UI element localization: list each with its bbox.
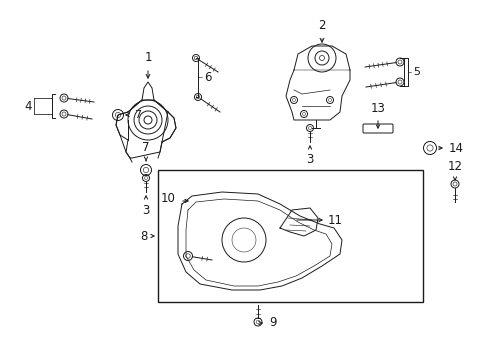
Text: 3: 3: [306, 153, 314, 166]
Text: 1: 1: [144, 51, 152, 64]
Text: 12: 12: [447, 160, 463, 173]
Text: 7: 7: [142, 141, 150, 154]
Text: 9: 9: [269, 316, 276, 329]
Text: 8: 8: [141, 230, 148, 243]
Text: 7: 7: [134, 110, 141, 120]
Text: 2: 2: [318, 19, 326, 32]
Text: 3: 3: [142, 204, 149, 217]
Text: 10: 10: [161, 192, 176, 204]
Text: 4: 4: [24, 99, 32, 112]
Text: 5: 5: [413, 67, 420, 77]
Text: 14: 14: [449, 141, 464, 154]
Text: 6: 6: [204, 71, 212, 84]
Text: 13: 13: [370, 102, 386, 115]
Text: 11: 11: [328, 213, 343, 226]
Bar: [158, 170, 423, 302]
